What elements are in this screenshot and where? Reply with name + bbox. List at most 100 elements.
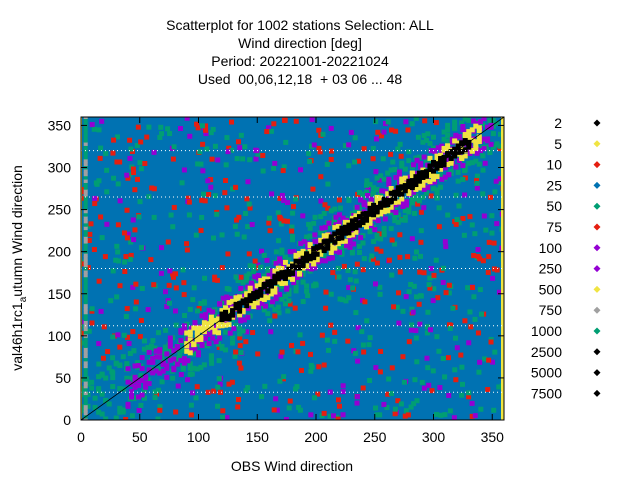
scatter-point [386, 257, 392, 263]
scatter-point [346, 230, 352, 236]
scatter-point [241, 234, 247, 240]
scatter-point [160, 360, 166, 366]
scatter-point [453, 377, 459, 383]
scatter-point [199, 197, 205, 203]
scatter-point [114, 134, 120, 140]
scatter-point [215, 316, 221, 322]
scatter-point [446, 172, 452, 178]
scatter-point [381, 176, 387, 182]
scatter-point [226, 307, 232, 313]
scatter-point [83, 263, 88, 268]
scatter-point [355, 325, 361, 331]
scatter-point [83, 387, 88, 392]
scatter-point [396, 173, 402, 179]
x-tick-label: 100 [187, 429, 211, 445]
scatter-point [501, 135, 504, 140]
scatter-point [423, 137, 429, 143]
scatter-point [291, 204, 297, 210]
scatter-point [83, 239, 88, 244]
scatter-point [501, 128, 504, 133]
scatter-point [318, 230, 324, 236]
scatter-point [194, 342, 200, 348]
scatter-point [474, 178, 480, 184]
scatter-point [187, 371, 193, 377]
legend-label: 2500 [531, 344, 562, 360]
scatter-point [501, 253, 504, 258]
scatter-point [223, 178, 229, 184]
scatter-point [85, 381, 91, 387]
scatter-point [335, 241, 341, 247]
scatter-point [216, 358, 222, 364]
scatter-point [397, 269, 403, 275]
scatter-point [453, 164, 459, 170]
scatter-point [83, 343, 88, 348]
scatter-point [237, 304, 243, 310]
scatter-point [454, 345, 460, 351]
scatter-point [300, 263, 306, 269]
scatter-point [448, 322, 454, 328]
scatter-point [392, 411, 398, 417]
scatter-point [291, 273, 297, 279]
legend-marker [593, 119, 601, 127]
legend-label: 500 [539, 281, 563, 297]
scatter-point [83, 306, 88, 311]
chart-subtitle-variable: Wind direction [deg] [238, 35, 362, 51]
scatter-point [409, 322, 415, 328]
scatter-point [173, 308, 179, 314]
scatter-point [433, 120, 439, 126]
scatter-point [365, 186, 371, 192]
scatter-point [96, 388, 102, 394]
scatter-point [354, 204, 360, 210]
scatter-point [135, 176, 141, 182]
scatter-point [277, 195, 283, 201]
scatter-point [164, 363, 170, 369]
scatter-point [273, 396, 279, 402]
scatter-point [158, 124, 164, 130]
scatter-point [367, 229, 373, 235]
scatter-point [406, 158, 412, 164]
scatter-point [158, 270, 164, 276]
scatter-point [418, 161, 424, 167]
scatter-point [337, 296, 343, 302]
scatter-point [83, 175, 88, 180]
scatter-point [127, 350, 133, 356]
scatter-point [146, 124, 152, 130]
scatter-point [200, 141, 206, 147]
scatter-point [83, 360, 88, 365]
scatter-point [456, 203, 462, 209]
scatter-point [260, 152, 266, 158]
scatter-point [265, 276, 271, 282]
scatter-point [99, 235, 105, 241]
scatter-point [469, 148, 475, 154]
scatter-point [132, 384, 138, 390]
scatter-point [445, 212, 451, 218]
scatter-point [103, 151, 109, 157]
scatter-point [287, 301, 293, 307]
scatter-point [469, 160, 475, 166]
scatter-point [501, 121, 504, 126]
scatter-point [321, 362, 327, 368]
scatter-point [409, 236, 415, 242]
scatter-point [473, 145, 479, 151]
scatter-point [370, 256, 376, 262]
scatter-point [181, 356, 187, 362]
scatter-point [212, 277, 218, 283]
scatter-point [113, 361, 119, 367]
scatter-point [432, 149, 438, 155]
scatter-point [400, 203, 406, 209]
scatter-point [425, 309, 431, 315]
scatter-point [237, 295, 243, 301]
scatter-point [83, 276, 88, 281]
scatter-point [482, 356, 488, 362]
scatter-point [236, 214, 242, 220]
scatter-point [413, 249, 419, 255]
scatter-point [385, 391, 391, 397]
scatter-point [208, 324, 214, 330]
scatter-point [89, 320, 95, 326]
scatter-point [138, 317, 144, 323]
scatter-point [381, 198, 387, 204]
scatter-point [208, 353, 214, 359]
scatter-point [201, 320, 207, 326]
legend-marker [593, 389, 601, 397]
scatter-point [438, 184, 444, 190]
